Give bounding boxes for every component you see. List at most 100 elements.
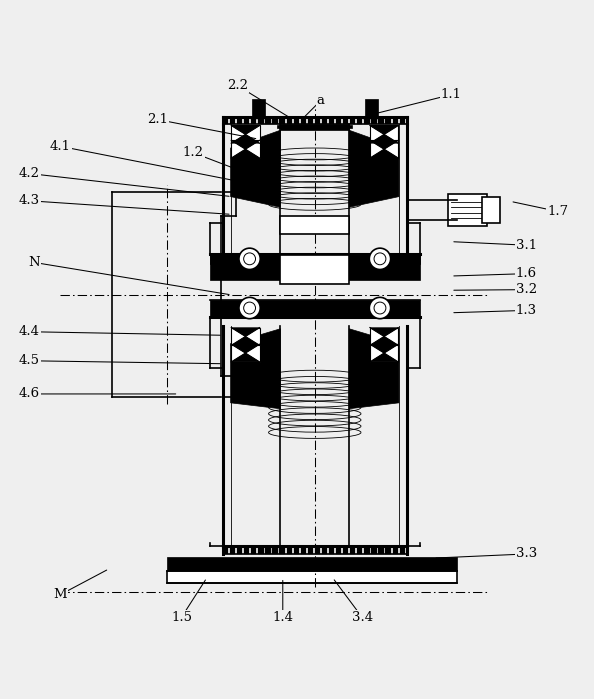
Bar <box>322 117 327 124</box>
Text: N: N <box>28 256 40 269</box>
Text: 4.6: 4.6 <box>18 387 40 401</box>
Text: 3.2: 3.2 <box>516 283 537 296</box>
Bar <box>244 117 249 124</box>
Bar <box>266 546 271 554</box>
Bar <box>167 571 457 583</box>
Bar <box>237 117 242 124</box>
Bar <box>315 117 320 124</box>
Polygon shape <box>349 329 399 409</box>
Bar <box>371 546 377 554</box>
Polygon shape <box>231 328 260 336</box>
Bar <box>336 117 342 124</box>
Text: 1.1: 1.1 <box>441 88 462 101</box>
Bar <box>386 546 391 554</box>
Text: 4.3: 4.3 <box>18 194 40 208</box>
Bar <box>357 117 362 124</box>
Polygon shape <box>231 126 260 134</box>
Bar <box>482 197 500 223</box>
Bar <box>251 546 257 554</box>
Bar <box>237 546 242 554</box>
Text: 1.3: 1.3 <box>516 304 537 317</box>
Bar <box>231 328 260 345</box>
Text: 1.4: 1.4 <box>272 611 293 624</box>
Bar <box>322 546 327 554</box>
Polygon shape <box>230 329 280 409</box>
Bar <box>286 546 292 554</box>
Text: 3.4: 3.4 <box>352 611 373 624</box>
Bar <box>258 546 264 554</box>
Bar <box>370 140 399 158</box>
Bar <box>210 301 420 317</box>
Bar <box>280 254 349 284</box>
Bar <box>329 546 334 554</box>
Bar <box>308 546 313 554</box>
Polygon shape <box>231 336 260 345</box>
Bar <box>393 117 398 124</box>
Bar <box>343 546 348 554</box>
Polygon shape <box>370 126 399 134</box>
Bar <box>378 117 384 124</box>
Bar <box>308 117 313 124</box>
Bar <box>258 117 264 124</box>
Polygon shape <box>231 344 260 353</box>
Text: 4.1: 4.1 <box>49 140 71 153</box>
Bar <box>230 546 235 554</box>
Bar <box>350 117 355 124</box>
Bar <box>279 117 285 124</box>
Bar <box>365 99 378 117</box>
Bar <box>280 216 349 234</box>
Polygon shape <box>230 130 280 208</box>
Polygon shape <box>370 140 399 149</box>
Bar <box>329 117 334 124</box>
Text: 3.1: 3.1 <box>516 238 537 252</box>
Bar <box>364 117 369 124</box>
Bar <box>266 117 271 124</box>
Bar <box>343 117 348 124</box>
Bar <box>350 546 355 554</box>
Bar <box>301 546 306 554</box>
Circle shape <box>244 253 255 265</box>
Bar <box>230 117 235 124</box>
Text: 2.1: 2.1 <box>147 113 168 126</box>
Bar <box>223 546 228 554</box>
Polygon shape <box>231 140 260 149</box>
Polygon shape <box>370 134 399 143</box>
Bar <box>210 254 420 264</box>
Polygon shape <box>231 134 260 143</box>
Bar <box>273 117 277 124</box>
Bar <box>280 124 349 130</box>
Polygon shape <box>231 353 260 362</box>
Bar <box>273 546 277 554</box>
Circle shape <box>369 248 391 270</box>
Circle shape <box>369 297 391 319</box>
Bar <box>315 546 320 554</box>
Polygon shape <box>349 130 399 208</box>
Bar <box>400 546 405 554</box>
Bar <box>231 126 260 143</box>
Bar <box>386 117 391 124</box>
Bar <box>251 117 257 124</box>
Bar <box>371 117 377 124</box>
Bar <box>364 546 369 554</box>
Bar <box>370 126 399 143</box>
Text: 4.4: 4.4 <box>18 325 40 338</box>
Text: 1.2: 1.2 <box>183 146 204 159</box>
Circle shape <box>374 302 386 314</box>
Bar <box>370 344 399 362</box>
Text: 4.2: 4.2 <box>18 167 40 180</box>
Text: a: a <box>317 94 325 107</box>
Polygon shape <box>370 336 399 345</box>
Bar <box>231 140 260 158</box>
Circle shape <box>374 253 386 265</box>
Circle shape <box>239 297 260 319</box>
Bar <box>293 117 299 124</box>
Bar <box>357 546 362 554</box>
Bar <box>293 546 299 554</box>
Circle shape <box>239 248 260 270</box>
Bar <box>167 557 457 571</box>
Bar <box>277 126 352 129</box>
Polygon shape <box>370 328 399 336</box>
Text: 1.5: 1.5 <box>171 611 192 624</box>
Bar <box>231 344 260 362</box>
Bar <box>210 254 420 280</box>
